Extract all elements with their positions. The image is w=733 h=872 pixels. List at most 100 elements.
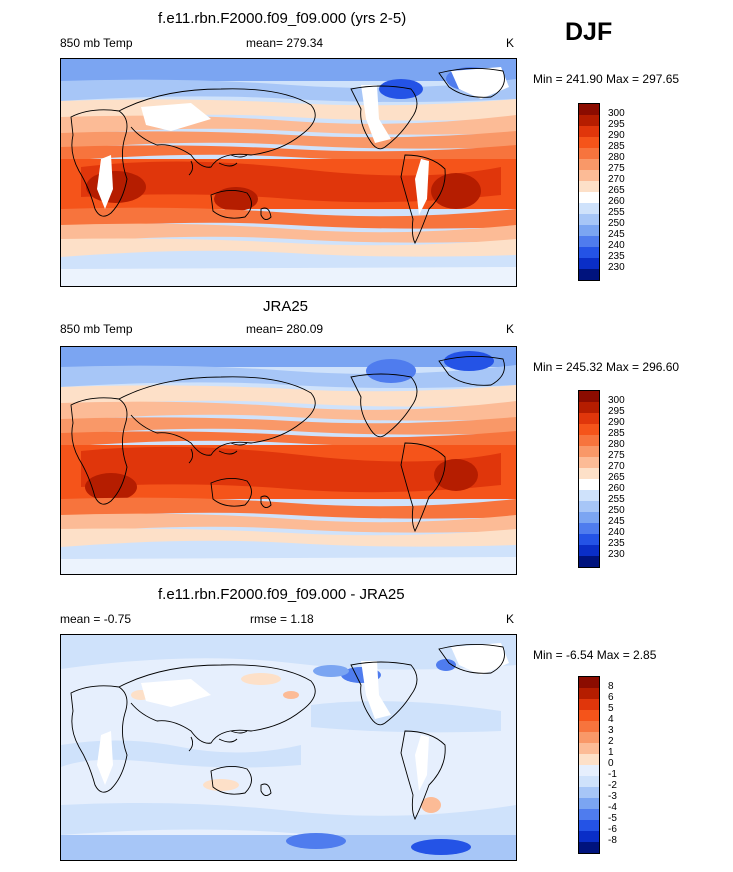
panel1-colorbar-swatch: [579, 181, 599, 192]
panel2-map: [60, 346, 517, 575]
panel2-colorbar-swatch: [579, 534, 599, 545]
panel2-tick-label: 280: [608, 439, 625, 450]
panel3-tick-label: 0: [608, 758, 614, 769]
panel1-contour-field: [61, 59, 516, 286]
panel3-tick-label: -8: [608, 835, 617, 846]
panel3-colorbar-swatch: [579, 721, 599, 732]
panel2-tick-label: 260: [608, 483, 625, 494]
panel1-colorbar-swatch: [579, 225, 599, 236]
panel3-tick-label: 8: [608, 681, 614, 692]
panel1-variable-label: 850 mb Temp: [60, 36, 133, 50]
panel1-map: [60, 58, 517, 287]
panel1-colorbar-swatch: [579, 137, 599, 148]
panel3-units-label: K: [506, 612, 515, 626]
panel2-minmax-label: Min = 245.32 Max = 296.60: [533, 360, 680, 374]
panel3-mean-label: mean = -0.75: [60, 612, 132, 626]
panel1-colorbar-swatch: [579, 170, 599, 181]
panel3-colorbar-swatch: [579, 699, 599, 710]
panel3-tick-label: -5: [608, 813, 617, 824]
panel3-colorbar-swatch: [579, 710, 599, 721]
panel3-tick-label: 4: [608, 714, 614, 725]
panel3-tick-label: 1: [608, 747, 614, 758]
panel3-tick-label: -2: [608, 780, 617, 791]
panel1-colorbar-swatch: [579, 247, 599, 258]
panel2-tick-label: 295: [608, 406, 625, 417]
panel1-colorbar-swatch: [579, 269, 599, 280]
panel1-colorbar-swatch: [579, 203, 599, 214]
panel2-tick-label: 255: [608, 494, 625, 505]
panel2-tick-label: 250: [608, 505, 625, 516]
panel3-colorbar-swatch: [579, 677, 599, 688]
panel1-mean-label: mean= 279.34: [246, 36, 324, 50]
panel3-tick-label: 5: [608, 703, 614, 714]
panel3-colorbar-swatch: [579, 831, 599, 842]
panel3-colorbar-swatch: [579, 765, 599, 776]
panel3-tick-label: -6: [608, 824, 617, 835]
panel1-colorbar-swatch: [579, 159, 599, 170]
panel1-tick-label: 290: [608, 130, 625, 141]
panel3-contour-field: [61, 635, 516, 860]
panel3-colorbar-swatch: [579, 842, 599, 853]
panel2-colorbar-swatch: [579, 435, 599, 446]
panel1-colorbar-swatch: [579, 236, 599, 247]
panel2-title: JRA25: [263, 298, 309, 315]
panel1-tick-label: 250: [608, 218, 625, 229]
panel1-colorbar-swatch: [579, 115, 599, 126]
panel1-tick-label: 270: [608, 174, 625, 185]
panel3-colorbar-swatch: [579, 820, 599, 831]
panel2-tick-label: 245: [608, 516, 625, 527]
panel1-colorbar-swatch: [579, 126, 599, 137]
panel2-colorbar-swatch: [579, 523, 599, 534]
panel3-tick-label: 2: [608, 736, 614, 747]
panel2-colorbar-swatch: [579, 457, 599, 468]
panel2-variable-label: 850 mb Temp: [60, 322, 133, 336]
panel1-colorbar-swatch: [579, 214, 599, 225]
panel3-tick-label: -3: [608, 791, 617, 802]
panel1-colorbar: [578, 103, 600, 281]
panel2-tick-label: 230: [608, 549, 625, 560]
panel3-title: f.e11.rbn.F2000.f09_f09.000 - JRA25: [158, 586, 405, 603]
panel1-tick-label: 285: [608, 141, 625, 152]
panel2-mean-label: mean= 280.09: [246, 322, 324, 336]
panel2-colorbar-swatch: [579, 413, 599, 424]
panel3-tick-label: 3: [608, 725, 614, 736]
panel2-units-label: K: [506, 322, 515, 336]
panel1-tick-label: 240: [608, 240, 625, 251]
panel1-tick-label: 295: [608, 119, 625, 130]
panel1-minmax-label: Min = 241.90 Max = 297.65: [533, 72, 680, 86]
panel1-title: f.e11.rbn.F2000.f09_f09.000 (yrs 2-5): [158, 10, 407, 27]
panel3-colorbar: [578, 676, 600, 854]
panel3-colorbar-swatch: [579, 732, 599, 743]
panel3-colorbar-swatch: [579, 809, 599, 820]
panel3-tick-label: -1: [608, 769, 617, 780]
panel3-colorbar-swatch: [579, 754, 599, 765]
panel2-colorbar-swatch: [579, 391, 599, 402]
panel3-colorbar-swatch: [579, 776, 599, 787]
panel2-tick-label: 265: [608, 472, 625, 483]
panel3-rmse-label: rmse = 1.18: [250, 612, 314, 626]
panel1-colorbar-swatch: [579, 258, 599, 269]
panel3-colorbar-swatch: [579, 787, 599, 798]
panel3-colorbar-swatch: [579, 798, 599, 809]
panel2-colorbar-swatch: [579, 512, 599, 523]
panel1-tick-label: 235: [608, 251, 625, 262]
panel2-colorbar-swatch: [579, 545, 599, 556]
panel3-tick-label: 6: [608, 692, 614, 703]
panel2-colorbar-swatch: [579, 479, 599, 490]
panel2-contour-field: [61, 347, 516, 574]
panel1-tick-label: 300: [608, 108, 625, 119]
panel3-tick-label: -4: [608, 802, 617, 813]
panel2-colorbar-swatch: [579, 501, 599, 512]
panel3-colorbar-swatch: [579, 743, 599, 754]
panel1-tick-label: 280: [608, 152, 625, 163]
panel1-tick-label: 255: [608, 207, 625, 218]
panel2-tick-label: 290: [608, 417, 625, 428]
panel2-colorbar-swatch: [579, 446, 599, 457]
panel1-tick-label: 245: [608, 229, 625, 240]
panel2-colorbar-swatch: [579, 402, 599, 413]
panel2-colorbar-swatch: [579, 424, 599, 435]
panel1-colorbar-swatch: [579, 104, 599, 115]
panel2-colorbar-swatch: [579, 490, 599, 501]
panel1-tick-label: 260: [608, 196, 625, 207]
panel1-colorbar-swatch: [579, 148, 599, 159]
